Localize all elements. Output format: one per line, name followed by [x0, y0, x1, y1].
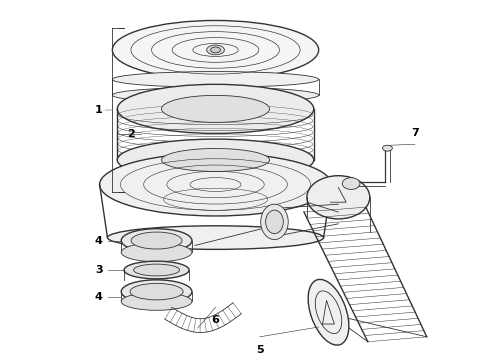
Ellipse shape — [211, 47, 220, 53]
Text: 2: 2 — [127, 130, 135, 139]
Ellipse shape — [162, 148, 270, 171]
Ellipse shape — [107, 226, 323, 249]
Text: 1: 1 — [95, 105, 102, 115]
Ellipse shape — [121, 280, 192, 303]
Ellipse shape — [121, 229, 192, 252]
Ellipse shape — [131, 232, 182, 249]
Ellipse shape — [112, 87, 318, 103]
Ellipse shape — [266, 210, 283, 234]
Ellipse shape — [130, 283, 183, 300]
Ellipse shape — [124, 261, 189, 279]
Ellipse shape — [342, 177, 360, 189]
Text: 3: 3 — [95, 265, 102, 275]
Text: 7: 7 — [411, 129, 419, 138]
Ellipse shape — [99, 153, 331, 216]
Ellipse shape — [117, 139, 314, 181]
Text: 6: 6 — [212, 315, 220, 325]
Ellipse shape — [134, 264, 179, 276]
Text: 4: 4 — [95, 235, 102, 246]
Ellipse shape — [261, 204, 288, 239]
Ellipse shape — [207, 45, 224, 55]
Text: 4: 4 — [95, 292, 102, 302]
Ellipse shape — [112, 72, 318, 87]
Ellipse shape — [308, 279, 349, 345]
Ellipse shape — [121, 293, 192, 310]
Ellipse shape — [162, 95, 270, 122]
Ellipse shape — [112, 21, 318, 80]
Ellipse shape — [307, 176, 370, 219]
Text: 5: 5 — [256, 345, 264, 355]
Ellipse shape — [121, 243, 192, 262]
Ellipse shape — [383, 145, 392, 151]
Ellipse shape — [117, 84, 314, 134]
